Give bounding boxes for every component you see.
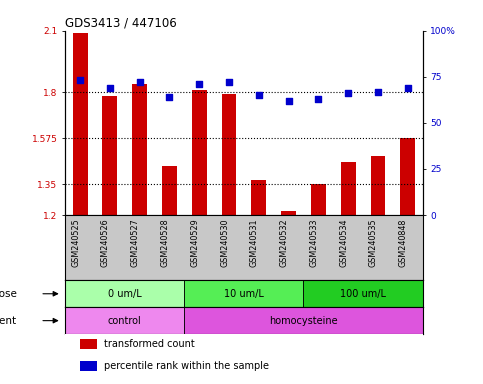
Bar	[303, 280, 423, 307]
Bar	[132, 84, 147, 215]
Text: control: control	[108, 316, 142, 326]
Point	[344, 90, 352, 96]
Bar	[222, 94, 237, 215]
Text: GSM240535: GSM240535	[369, 218, 378, 267]
Text: GSM240531: GSM240531	[250, 218, 259, 267]
Point	[255, 92, 263, 98]
Point	[225, 79, 233, 85]
Point	[76, 78, 84, 84]
Text: GDS3413 / 447106: GDS3413 / 447106	[65, 17, 177, 30]
Text: GSM240530: GSM240530	[220, 218, 229, 267]
Text: 100 um/L: 100 um/L	[340, 289, 386, 299]
Point	[136, 79, 143, 85]
Bar	[185, 307, 423, 334]
Text: GSM240525: GSM240525	[71, 218, 80, 267]
Bar	[72, 33, 87, 215]
Text: transformed count: transformed count	[104, 339, 195, 349]
Bar	[400, 138, 415, 215]
Bar	[102, 96, 117, 215]
Text: GSM240848: GSM240848	[399, 218, 408, 266]
Point	[106, 85, 114, 91]
Bar	[281, 211, 296, 215]
Bar	[65, 307, 185, 334]
Text: dose: dose	[0, 289, 17, 299]
Text: GSM240527: GSM240527	[131, 218, 140, 267]
Text: agent: agent	[0, 316, 17, 326]
Text: GSM240532: GSM240532	[280, 218, 289, 267]
Text: percentile rank within the sample: percentile rank within the sample	[104, 361, 269, 371]
Bar	[311, 184, 326, 215]
Text: GSM240528: GSM240528	[160, 218, 170, 267]
Point	[374, 88, 382, 94]
Bar	[370, 156, 385, 215]
Text: homocysteine: homocysteine	[269, 316, 338, 326]
Bar	[341, 162, 355, 215]
Bar	[192, 90, 207, 215]
Text: 10 um/L: 10 um/L	[224, 289, 264, 299]
Text: GSM240526: GSM240526	[101, 218, 110, 267]
Point	[285, 98, 293, 104]
Bar	[65, 280, 185, 307]
Bar	[185, 280, 303, 307]
Point	[314, 96, 322, 102]
Text: GSM240533: GSM240533	[310, 218, 318, 267]
Point	[195, 81, 203, 87]
Bar	[80, 339, 97, 349]
Bar	[80, 361, 97, 371]
Text: GSM240534: GSM240534	[339, 218, 348, 267]
Bar	[251, 180, 266, 215]
Bar	[162, 166, 177, 215]
Point	[404, 85, 412, 91]
Text: 0 um/L: 0 um/L	[108, 289, 142, 299]
Text: GSM240529: GSM240529	[190, 218, 199, 267]
Point	[166, 94, 173, 100]
